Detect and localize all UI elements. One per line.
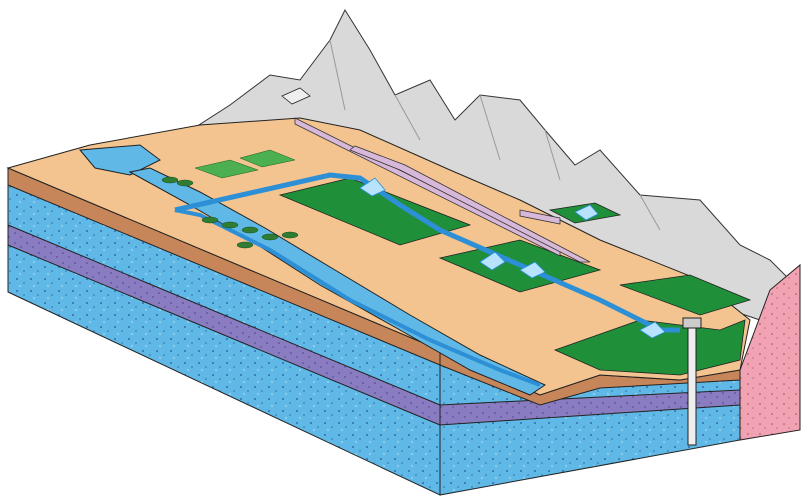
trees bbox=[161, 176, 299, 249]
crop-plots bbox=[194, 149, 296, 179]
well-casing bbox=[682, 317, 702, 446]
pipeline bbox=[294, 117, 591, 263]
ground-surface bbox=[6, 117, 751, 396]
reservoir bbox=[79, 144, 161, 176]
center-pivot-sprinklers bbox=[359, 177, 666, 339]
supply-canal bbox=[174, 172, 680, 333]
pumping-station bbox=[281, 87, 311, 105]
bedrock-block bbox=[739, 263, 801, 441]
